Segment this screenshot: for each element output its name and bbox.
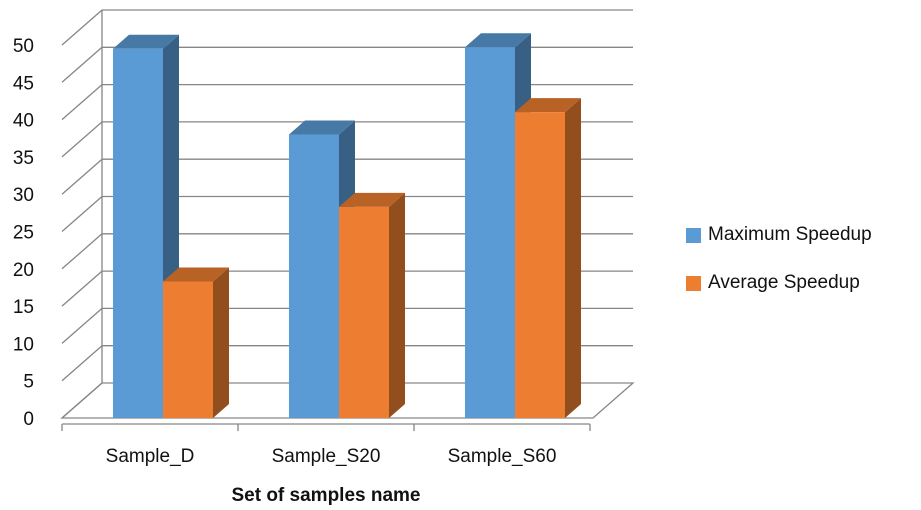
bar-top-0-0: [113, 34, 179, 49]
y-tick-label-4: 20: [13, 260, 34, 281]
bar-0-2: [465, 47, 515, 418]
y-tick-label-10: 50: [13, 36, 34, 57]
gridline-side-5: [61, 196, 103, 232]
bar-top-1-2: [515, 98, 581, 113]
bar-top-1-1: [339, 192, 405, 207]
legend-label-average-speedup: Average Speedup: [708, 272, 860, 293]
bar-side-1-0: [213, 267, 229, 418]
bar-side-1-2: [565, 98, 581, 418]
gridline-side-10: [61, 9, 103, 46]
y-tick-label-2: 10: [13, 334, 34, 355]
x-axis-title: Set of samples name: [231, 485, 420, 506]
y-tick-label-9: 45: [13, 73, 34, 94]
bar-0-0: [113, 48, 163, 418]
bar-0-1: [289, 134, 339, 418]
x-tick-label-2: Sample_S60: [448, 446, 557, 467]
gridline-side-9: [61, 46, 103, 83]
bar-1-1: [339, 206, 389, 418]
gridline-side-2: [61, 307, 103, 344]
gridline-side-7: [61, 121, 103, 158]
legend-item-average-speedup: Average Speedup: [686, 270, 872, 296]
x-tick-label-1: Sample_S20: [272, 446, 381, 467]
y-tick-label-3: 15: [13, 297, 34, 318]
bar-side-1-1: [389, 192, 405, 418]
floor: [60, 382, 635, 419]
legend-swatch-maximum-speedup: [686, 227, 701, 243]
gridline-side-6: [61, 158, 103, 195]
legend-label-maximum-speedup: Maximum Speedup: [708, 224, 872, 245]
x-tick-label-0: Sample_D: [106, 446, 195, 467]
bar-1-2: [515, 112, 565, 418]
gridline-side-3: [61, 270, 103, 307]
y-tick-label-6: 30: [13, 185, 34, 206]
legend-item-maximum-speedup: Maximum Speedup: [686, 222, 872, 248]
gridline-side-1: [61, 345, 103, 382]
gridline-side-8: [61, 84, 103, 121]
legend: Maximum Speedup Average Speedup: [686, 222, 872, 318]
y-tick-label-1: 5: [23, 372, 34, 393]
y-tick-label-0: 0: [23, 409, 34, 430]
bar-top-1-0: [163, 267, 229, 282]
bar-top-0-1: [289, 120, 355, 135]
bar-1-0: [163, 281, 213, 418]
y-tick-label-5: 25: [13, 223, 34, 244]
gridline-side-4: [61, 233, 103, 270]
y-tick-label-7: 35: [13, 148, 34, 169]
bar-top-0-2: [465, 33, 531, 48]
legend-swatch-average-speedup: [686, 275, 701, 291]
y-tick-label-8: 40: [13, 111, 34, 132]
